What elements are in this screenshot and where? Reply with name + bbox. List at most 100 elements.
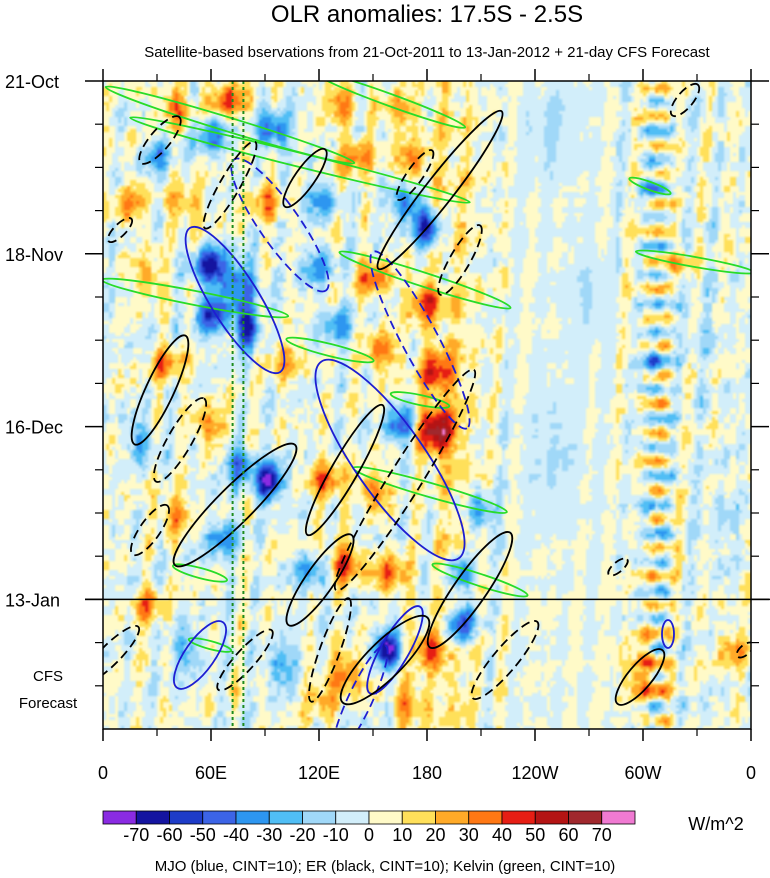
x-tick-label: 60W bbox=[624, 763, 661, 783]
colorbar: -70 -60 -50 -40 -30 -20 -10 0 10 20 30 40 50 60 70 bbox=[102, 810, 636, 845]
y-tick-label: 13-Jan bbox=[5, 590, 60, 610]
er-contour bbox=[437, 224, 483, 296]
kelvin-contour bbox=[635, 249, 751, 275]
er-contour bbox=[285, 533, 355, 627]
er-contour bbox=[669, 82, 701, 118]
er-contour bbox=[152, 397, 208, 483]
mjo-contour bbox=[230, 157, 330, 293]
x-tick-label: 0 bbox=[98, 763, 108, 783]
er-contour bbox=[130, 503, 170, 557]
colorbar-label: -30 bbox=[256, 825, 282, 845]
colorbar-units: W/m^2 bbox=[688, 814, 743, 834]
er-contour bbox=[376, 109, 504, 271]
colorbar-label: 0 bbox=[364, 825, 374, 845]
er-contours bbox=[103, 82, 751, 706]
y-tick-label: 18-Nov bbox=[5, 245, 63, 265]
forecast-label-forecast: Forecast bbox=[19, 695, 78, 712]
x-tick-label: 120E bbox=[298, 763, 340, 783]
mjo-contour bbox=[369, 250, 471, 430]
colorbar-label: 20 bbox=[425, 825, 445, 845]
colorbar-label: -60 bbox=[156, 825, 182, 845]
colorbar-label: 10 bbox=[392, 825, 412, 845]
x-tick-label: 60E bbox=[195, 763, 227, 783]
er-contour bbox=[103, 624, 141, 686]
axis-ticks: 0 60E 120E 180 120W 60W 0 21-Oct 18-Nov 16-Dec 13-… bbox=[5, 69, 769, 783]
kelvin-contour bbox=[172, 563, 228, 583]
contour-legend-footer: MJO (blue, CINT=10); ER (black, CINT=10)… bbox=[155, 858, 616, 875]
er-contour bbox=[216, 628, 274, 692]
er-contour bbox=[138, 115, 182, 165]
er-contour bbox=[107, 217, 133, 243]
forecast-label-cfs: CFS bbox=[33, 668, 63, 685]
x-tick-label: 180 bbox=[412, 763, 442, 783]
kelvin-contour bbox=[338, 250, 512, 310]
colorbar-label: -70 bbox=[123, 825, 149, 845]
colorbar-label: -40 bbox=[223, 825, 249, 845]
mjo-contour bbox=[331, 644, 389, 729]
er-contour bbox=[607, 557, 629, 577]
y-tick-label: 16-Dec bbox=[5, 418, 63, 438]
er-contour bbox=[308, 597, 352, 703]
chart-subtitle: Satellite-based bservations from 21-Oct-… bbox=[144, 44, 710, 61]
mjo-contour bbox=[661, 619, 675, 649]
mjo-contour bbox=[314, 358, 466, 562]
olr-heatmap-field bbox=[103, 81, 751, 729]
colorbar-swatch bbox=[368, 810, 403, 825]
x-tick-label: 0 bbox=[746, 763, 756, 783]
colorbar-label: 60 bbox=[558, 825, 578, 845]
er-contour bbox=[395, 149, 435, 201]
er-contour bbox=[172, 442, 298, 568]
colorbar-label: 70 bbox=[592, 825, 612, 845]
colorbar-swatch bbox=[268, 810, 303, 825]
colorbar-label: 40 bbox=[492, 825, 512, 845]
kelvin-contours bbox=[103, 81, 751, 653]
er-contour bbox=[333, 368, 477, 592]
colorbar-swatch bbox=[401, 810, 436, 825]
colorbar-swatch bbox=[501, 810, 536, 825]
mjo-contour bbox=[366, 605, 424, 695]
kelvin-contour bbox=[187, 637, 233, 653]
kelvin-contour bbox=[431, 562, 529, 598]
reference-longitude-lines bbox=[231, 81, 245, 729]
kelvin-contour bbox=[389, 391, 451, 409]
colorbar-swatch bbox=[169, 810, 204, 825]
colorbar-swatch bbox=[235, 810, 270, 825]
er-contour bbox=[735, 641, 751, 659]
colorbar-swatch bbox=[102, 810, 137, 825]
chart-title: OLR anomalies: 17.5S - 2.5S bbox=[271, 1, 583, 28]
wave-contours bbox=[103, 81, 751, 729]
er-contour bbox=[304, 403, 386, 537]
mjo-contour bbox=[184, 225, 286, 375]
er-contour bbox=[339, 614, 431, 706]
x-tick-label: 120W bbox=[511, 763, 558, 783]
mjo-contours bbox=[173, 157, 675, 729]
colorbar-label: -20 bbox=[289, 825, 315, 845]
colorbar-swatch bbox=[468, 810, 503, 825]
colorbar-swatch bbox=[435, 810, 470, 825]
kelvin-contour bbox=[103, 277, 290, 319]
er-contour bbox=[130, 334, 190, 446]
er-contour bbox=[470, 620, 540, 700]
mjo-contour bbox=[173, 620, 227, 690]
colorbar-swatch bbox=[135, 810, 170, 825]
er-contour bbox=[282, 147, 328, 209]
colorbar-swatch bbox=[335, 810, 370, 825]
y-tick-label: 21-Oct bbox=[5, 72, 59, 92]
plot-area: 0 60E 120E 180 120W 60W 0 21-Oct 18-Nov 16-Dec 13-… bbox=[5, 69, 770, 783]
colorbar-swatch bbox=[302, 810, 337, 825]
kelvin-contour bbox=[285, 336, 375, 364]
colorbar-swatch bbox=[534, 810, 569, 825]
colorbar-swatch bbox=[202, 810, 237, 825]
colorbar-label: 30 bbox=[459, 825, 479, 845]
colorbar-swatch bbox=[601, 810, 636, 825]
colorbar-swatch bbox=[568, 810, 603, 825]
colorbar-label: -50 bbox=[190, 825, 216, 845]
er-contour bbox=[614, 648, 666, 706]
er-contour bbox=[202, 140, 258, 230]
kelvin-contour bbox=[129, 116, 471, 204]
colorbar-label: -10 bbox=[323, 825, 349, 845]
kelvin-contour bbox=[628, 176, 672, 196]
kelvin-contour bbox=[313, 81, 467, 129]
colorbar-label: 50 bbox=[525, 825, 545, 845]
